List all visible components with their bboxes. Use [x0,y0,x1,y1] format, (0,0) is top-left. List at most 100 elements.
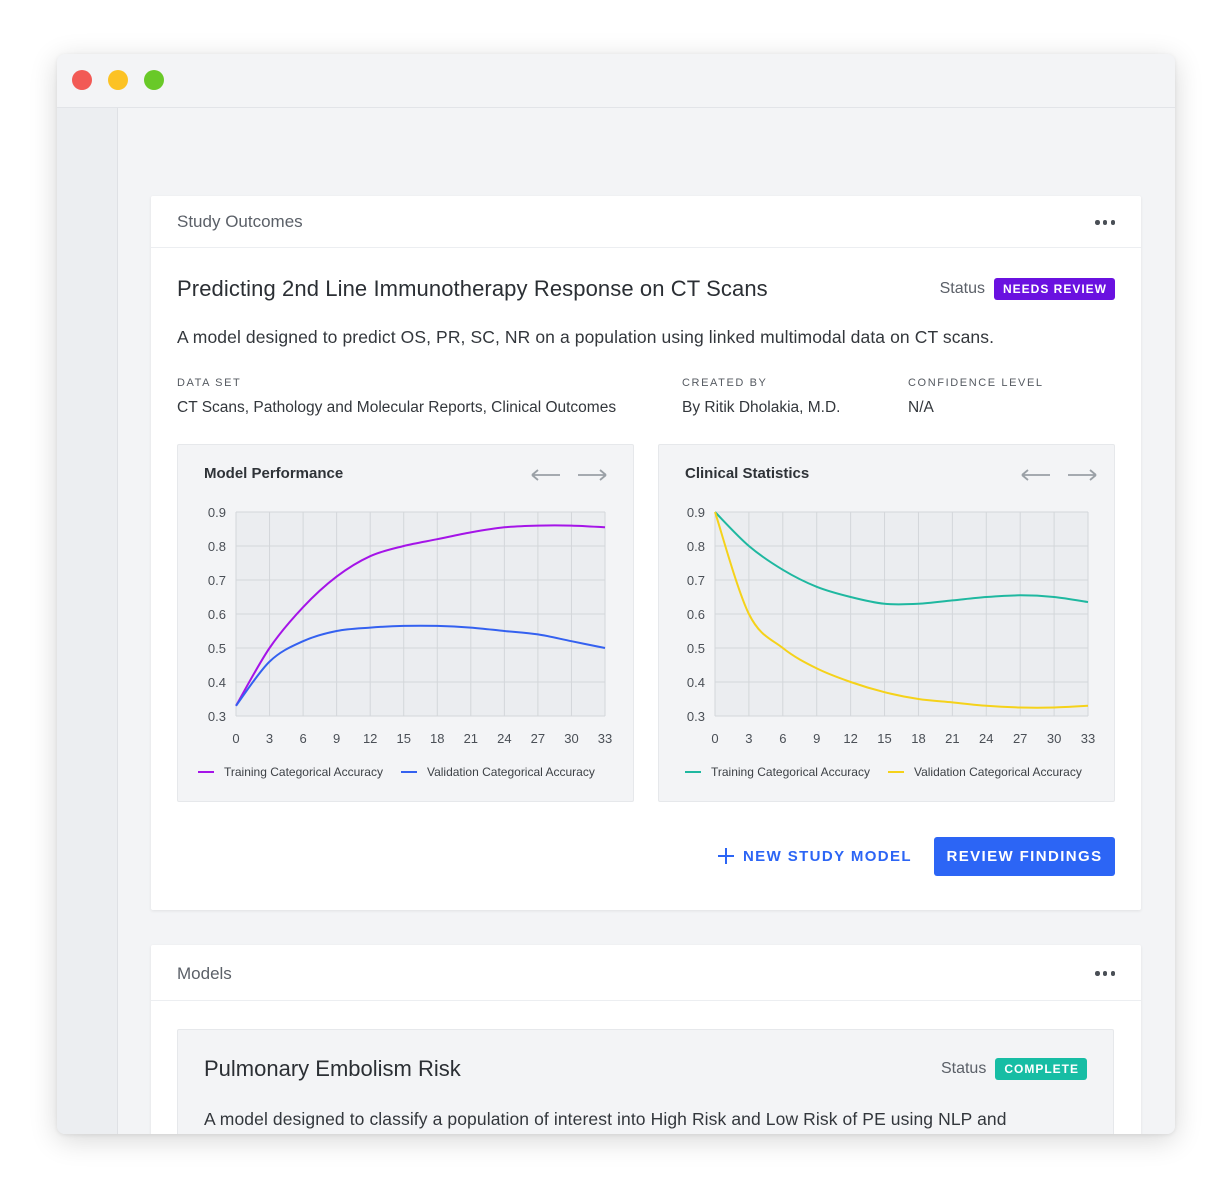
plus-icon [717,848,734,864]
x-tick-label: 27 [531,731,545,746]
status-indicator: Status NEEDS REVIEW [940,278,1115,300]
legend-label: Validation Categorical Accuracy [913,765,1082,779]
legend-label: Validation Categorical Accuracy [426,765,595,779]
x-tick-label: 24 [497,731,511,746]
x-tick-label: 18 [911,731,925,746]
study-outcomes-card: Study Outcomes Predicting 2nd Line Immun… [151,196,1141,910]
x-tick-label: 15 [877,731,891,746]
legend-item: Training Categorical Accuracy [685,765,870,779]
status-label: Status [939,280,985,297]
arrow-left-icon[interactable] [530,465,562,485]
legend-item: Validation Categorical Accuracy [400,765,595,779]
study-title: Predicting 2nd Line Immunotherapy Respon… [177,276,768,301]
created-by-label: CREATED BY [682,377,768,389]
y-tick-label: 0.6 [687,607,705,622]
status-badge: NEEDS REVIEW [993,278,1115,300]
model-item[interactable]: Pulmonary Embolism Risk Status COMPLETE … [177,1029,1114,1134]
x-tick-label: 0 [232,731,239,746]
card-header: Study Outcomes [151,196,1141,248]
x-tick-label: 15 [396,731,410,746]
x-tick-label: 33 [1081,731,1095,746]
data-set-value: CT Scans, Pathology and Molecular Report… [177,399,617,416]
sidebar [57,108,118,1134]
status-badge: COMPLETE [995,1058,1087,1080]
clinical-statistics-chart: Clinical Statistics 0.3 0.4 0.5 0.6 0.7 0.8 0.… [658,444,1115,802]
legend-label: Training Categorical Accuracy [711,765,870,779]
series-line [235,524,606,707]
app-window: Study Outcomes Predicting 2nd Line Immun… [57,54,1175,1134]
legend-swatch [887,771,904,773]
legend-swatch [198,771,214,773]
chart-title: Model Performance [204,465,344,482]
status-label: Status [940,1060,987,1077]
confidence-level-label: CONFIDENCE LEVEL [908,377,1044,389]
x-tick-label: 12 [843,731,857,746]
x-tick-label: 6 [299,731,306,746]
status-indicator: Status COMPLETE [941,1058,1087,1080]
y-tick-label: 0.6 [208,607,226,622]
y-tick-label: 0.5 [208,641,226,656]
chart-title: Clinical Statistics [685,465,810,482]
y-tick-label: 0.7 [687,573,705,588]
x-tick-label: 0 [711,731,718,746]
x-tick-label: 30 [1047,731,1061,746]
minimize-window-button[interactable] [108,70,128,90]
legend-swatch [685,771,701,773]
x-tick-label: 27 [1013,731,1027,746]
x-tick-label: 24 [979,731,993,746]
chart-legend: Training Categorical Accuracy Validation… [198,765,613,779]
legend-label: Training Categorical Accuracy [224,765,383,779]
model-title: Pulmonary Embolism Risk [204,1056,461,1081]
y-tick-label: 0.7 [208,573,226,588]
review-findings-button[interactable]: REVIEW FINDINGS [934,837,1115,876]
legend-item: Training Categorical Accuracy [198,765,383,779]
line-chart: 0.3 0.4 0.5 0.6 0.7 0.8 0.9 0 3 6 9 12 15 18 21 24 27 30 3… [687,505,1095,746]
y-tick-label: 0.8 [687,539,705,554]
y-tick-label: 0.9 [208,505,226,520]
y-tick-label: 0.3 [687,709,705,724]
y-tick-label: 0.5 [687,641,705,656]
y-tick-label: 0.3 [208,709,226,724]
x-tick-label: 3 [266,731,273,746]
main-content: Study Outcomes Predicting 2nd Line Immun… [118,108,1175,1134]
confidence-level-value: N/A [908,399,934,416]
more-horizontal-icon[interactable] [1095,971,1115,977]
more-horizontal-icon[interactable] [1095,220,1115,226]
maximize-window-button[interactable] [144,70,164,90]
window-titlebar [57,54,1175,108]
legend-swatch [400,771,417,773]
created-by-value: By Ritik Dholakia, M.D. [682,399,841,416]
card-header: Models [151,945,1141,1001]
arrow-right-icon[interactable] [576,465,608,485]
x-tick-label: 6 [779,731,786,746]
x-tick-label: 12 [363,731,377,746]
series-line [235,624,606,707]
y-tick-label: 0.9 [687,505,705,520]
y-tick-label: 0.4 [208,675,226,690]
y-tick-label: 0.4 [687,675,705,690]
arrow-left-icon[interactable] [1020,465,1052,485]
model-description: A model designed to classify a populatio… [204,1109,1007,1129]
model-performance-chart: Model Performance 0.3 0.4 0.5 0.6 0.7 0.8 0.9 0… [177,444,634,802]
card-header-title: Models [177,964,232,983]
chart-legend: Training Categorical Accuracy Validation… [685,765,1100,779]
x-tick-label: 33 [598,731,612,746]
x-tick-label: 9 [333,731,340,746]
line-chart: 0.3 0.4 0.5 0.6 0.7 0.8 0.9 0 3 6 9 12 15 18 21 24 27 30 3… [208,505,612,746]
new-study-model-button[interactable]: NEW STUDY MODEL [717,837,912,875]
series-line [714,511,1089,709]
models-card: Models Pulmonary Embolism Risk Status CO… [151,945,1141,1134]
series-line [714,511,1089,606]
data-set-label: DATA SET [177,377,242,389]
legend-item: Validation Categorical Accuracy [887,765,1082,779]
close-window-button[interactable] [72,70,92,90]
x-tick-label: 9 [813,731,820,746]
study-description: A model designed to predict OS, PR, SC, … [177,327,995,347]
x-tick-label: 30 [564,731,578,746]
card-header-title: Study Outcomes [177,212,303,231]
x-tick-label: 3 [745,731,752,746]
arrow-right-icon[interactable] [1066,465,1098,485]
y-tick-label: 0.8 [208,539,226,554]
x-tick-label: 21 [945,731,959,746]
x-tick-label: 21 [464,731,478,746]
